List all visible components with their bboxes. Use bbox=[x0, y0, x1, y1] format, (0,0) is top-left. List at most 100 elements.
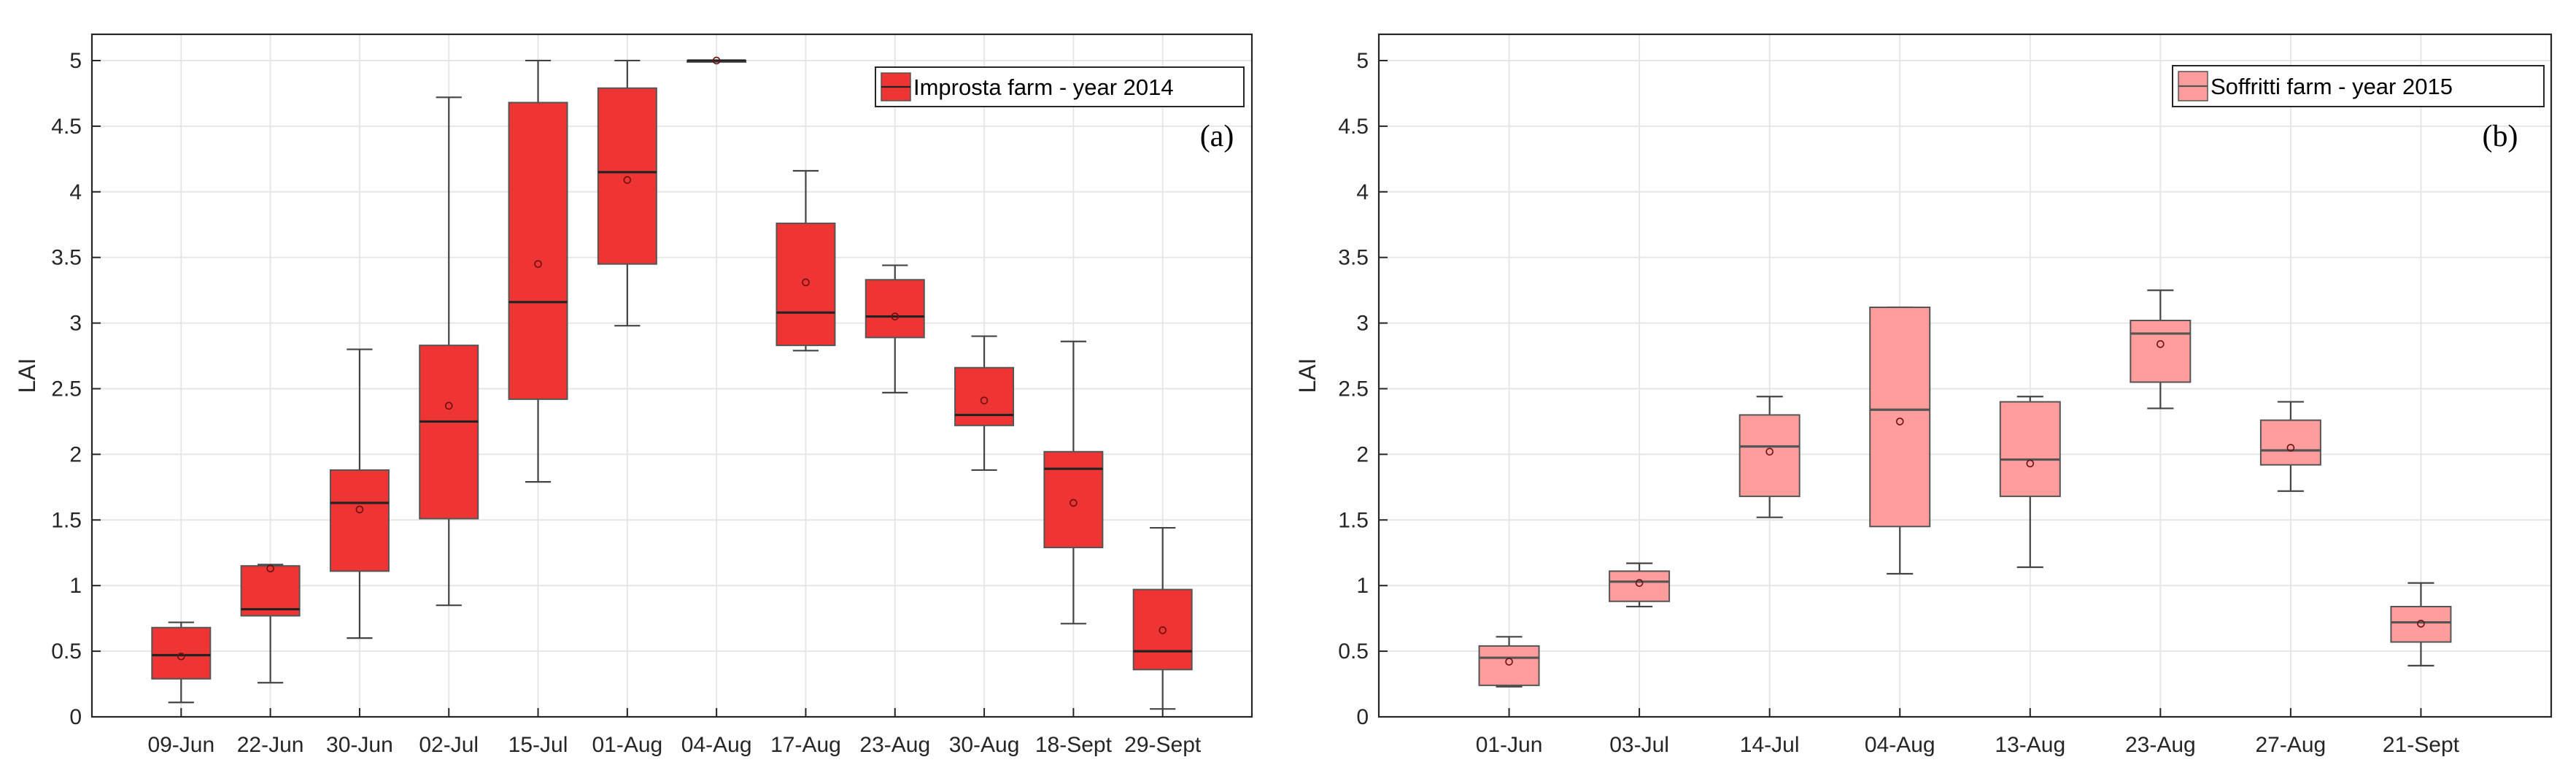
mean-marker bbox=[2417, 620, 2425, 628]
legend-box bbox=[2172, 65, 2545, 107]
panel-tag: (a) bbox=[1200, 120, 1234, 153]
box-18-Sept bbox=[1043, 340, 1104, 625]
y-tick-label: 1.5 bbox=[1338, 508, 1369, 532]
legend-box bbox=[875, 66, 1245, 107]
y-tick-label: 3 bbox=[1356, 312, 1369, 336]
box-iqr bbox=[240, 565, 301, 617]
x-tick-label: 01-Aug bbox=[592, 733, 662, 757]
box-04-Aug bbox=[686, 56, 747, 65]
box-22-Jun bbox=[240, 564, 301, 684]
y-axis-label: LAI bbox=[1294, 358, 1320, 393]
y-tick-label: 5 bbox=[1356, 49, 1369, 73]
x-tick-label: 30-Jun bbox=[326, 733, 393, 757]
x-tick-label: 14-Jul bbox=[1740, 733, 1800, 757]
box-iqr bbox=[1999, 401, 2061, 497]
mean-marker bbox=[712, 56, 721, 65]
box-iqr bbox=[1478, 645, 1540, 686]
x-tick-label: 15-Jul bbox=[508, 733, 568, 757]
x-tick-label: 01-Jun bbox=[1476, 733, 1543, 757]
y-tick-label: 2.5 bbox=[1338, 377, 1369, 401]
x-tick-label: 21-Sept bbox=[2383, 733, 2460, 757]
x-tick-label: 17-Aug bbox=[770, 733, 841, 757]
mean-marker bbox=[177, 652, 185, 661]
x-tick-label: 27-Aug bbox=[2256, 733, 2326, 757]
x-tick-label: 23-Aug bbox=[859, 733, 930, 757]
mean-marker bbox=[1159, 626, 1167, 634]
y-tick-label: 4 bbox=[1356, 180, 1369, 204]
x-tick-label: 13-Aug bbox=[1995, 733, 2065, 757]
box-09-Jun bbox=[151, 621, 212, 704]
box-iqr bbox=[2259, 419, 2321, 466]
mean-marker bbox=[1635, 579, 1644, 587]
y-tick-label: 0 bbox=[1356, 705, 1369, 729]
mean-marker bbox=[891, 312, 900, 320]
x-tick-label: 04-Aug bbox=[1865, 733, 1935, 757]
y-tick-label: 4 bbox=[69, 180, 82, 204]
mean-marker bbox=[355, 505, 364, 514]
box-01-Jun bbox=[1478, 636, 1540, 688]
x-tick-label: 02-Jul bbox=[419, 733, 479, 757]
y-tick-label: 3.5 bbox=[51, 246, 82, 270]
box-iqr bbox=[1132, 588, 1193, 671]
box-03-Jul bbox=[1609, 562, 1671, 608]
y-tick-label: 5 bbox=[69, 49, 82, 73]
mean-marker bbox=[1765, 447, 1774, 456]
y-tick-label: 3 bbox=[69, 312, 82, 336]
y-tick-label: 1 bbox=[69, 574, 82, 598]
chart-panel-b: 0 0.5 1 1.5 2 2.5 3 3.5 4 4.5 5 01-Jun 03-Jul 14-Jul 0… bbox=[1294, 33, 2553, 757]
axes-frame bbox=[90, 33, 1253, 718]
box-23-Aug bbox=[2130, 289, 2192, 410]
box-29-Sept bbox=[1132, 526, 1193, 710]
panel-tag: (b) bbox=[2483, 120, 2518, 153]
box-23-Aug bbox=[865, 264, 925, 393]
x-tick-label: 18-Sept bbox=[1035, 733, 1113, 757]
box-iqr bbox=[954, 366, 1015, 426]
y-tick-label: 2 bbox=[69, 442, 82, 466]
y-tick-label: 0.5 bbox=[1338, 639, 1369, 664]
box-iqr bbox=[597, 87, 657, 265]
mean-marker bbox=[1895, 418, 1904, 426]
y-tick-label: 1 bbox=[1356, 574, 1369, 598]
legend: Soffritti farm - year 2015 bbox=[2172, 65, 2545, 107]
x-tick-label: 29-Sept bbox=[1124, 733, 1202, 757]
x-tick-label: 09-Jun bbox=[147, 733, 214, 757]
box-02-Jul bbox=[419, 96, 479, 607]
y-tick-label: 2 bbox=[1356, 442, 1369, 466]
box-iqr bbox=[419, 345, 479, 520]
y-tick-label: 4.5 bbox=[51, 115, 82, 139]
x-tick-label: 30-Aug bbox=[949, 733, 1020, 757]
plot-area bbox=[1379, 34, 2551, 717]
mean-marker bbox=[802, 278, 810, 287]
box-27-Aug bbox=[2259, 401, 2321, 492]
legend: Improsta farm - year 2014 bbox=[875, 66, 1245, 107]
box-iqr bbox=[329, 469, 390, 572]
box-iqr bbox=[1869, 307, 1931, 528]
axes-frame bbox=[1377, 33, 2553, 718]
x-tick-label: 03-Jul bbox=[1609, 733, 1669, 757]
box-14-Jul bbox=[1738, 396, 1801, 518]
box-01-Aug bbox=[597, 59, 657, 327]
box-iqr bbox=[1738, 414, 1801, 497]
x-tick-label: 22-Jun bbox=[237, 733, 304, 757]
mean-marker bbox=[980, 396, 989, 404]
box-21-Sept bbox=[2390, 582, 2452, 666]
chart-panel-a: 0 0.5 1 1.5 2 2.5 3 3.5 4 4.5 5 09-Jun 22-Jun 30-Jun 0… bbox=[14, 33, 1253, 757]
box-17-Aug bbox=[775, 169, 836, 352]
y-tick-label: 4.5 bbox=[1338, 115, 1369, 139]
box-iqr bbox=[2390, 605, 2452, 643]
mean-marker bbox=[1505, 658, 1513, 666]
mean-marker bbox=[2157, 340, 2165, 348]
legend-label: Soffritti farm - year 2015 bbox=[2211, 74, 2453, 99]
mean-marker bbox=[444, 401, 453, 410]
x-tick-label: 23-Aug bbox=[2125, 733, 2196, 757]
mean-marker bbox=[2286, 444, 2295, 452]
y-tick-label: 0.5 bbox=[51, 639, 82, 664]
box-30-Aug bbox=[954, 335, 1015, 472]
box-iqr bbox=[2130, 319, 2192, 383]
mean-marker bbox=[266, 564, 274, 573]
box-13-Aug bbox=[1999, 396, 2061, 569]
y-tick-label: 2.5 bbox=[51, 377, 82, 401]
mean-marker bbox=[534, 260, 542, 268]
mean-marker bbox=[623, 176, 632, 184]
